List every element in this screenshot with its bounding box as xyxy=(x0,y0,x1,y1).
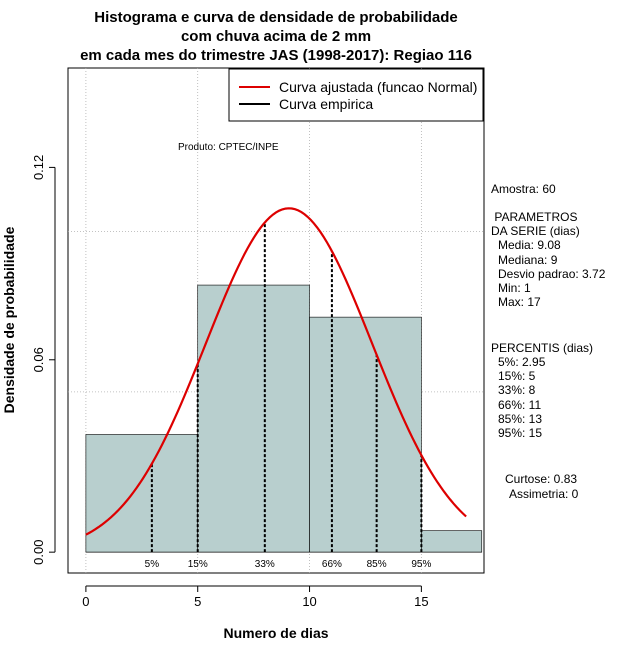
y-axis-label: Densidade de probabilidade xyxy=(1,226,17,413)
chart-title-line-2: com chuva acima de 2 mm xyxy=(181,28,371,45)
histogram-bar-1 xyxy=(197,284,310,553)
x-tick-label-2: 10 xyxy=(302,594,316,609)
percentil-15: 15%: 5 xyxy=(498,369,536,383)
y-tick-label-2: 0.12 xyxy=(31,155,46,180)
y-tick-label-0: 0.00 xyxy=(31,540,46,565)
x-tick-label-3: 15 xyxy=(414,594,428,609)
x-tick-label-0: 0 xyxy=(82,594,89,609)
percentile-label-5: 95% xyxy=(411,559,431,570)
axis-layer: 0 5 10 15 0.00 0.06 0.12 xyxy=(31,155,429,609)
histogram-bar-2 xyxy=(309,316,422,553)
legend-empirical-label: Curva empirica xyxy=(279,96,373,112)
percentil-33: 33%: 8 xyxy=(498,383,536,397)
kurtosis: Curtose: 0.83 xyxy=(505,472,577,486)
sample-size: Amostra: 60 xyxy=(491,182,556,196)
param-median: Mediana: 9 xyxy=(498,253,558,267)
percentile-label-1: 15% xyxy=(188,559,208,570)
percentil-5: 5%: 2.95 xyxy=(498,355,546,369)
param-min: Min: 1 xyxy=(498,281,531,295)
param-mean: Media: 9.08 xyxy=(498,238,561,252)
percentile-label-3: 66% xyxy=(322,559,342,570)
fitted-normal-curve xyxy=(85,207,467,536)
percentil-95: 95%: 15 xyxy=(498,426,542,440)
param-sd: Desvio padrao: 3.72 xyxy=(498,267,606,281)
chart-title-line-1: Histograma e curva de densidade de proba… xyxy=(94,9,457,26)
statistics-panel: Amostra: 60 PARAMETROS DA SERIE (dias) M… xyxy=(491,182,606,501)
skewness: Assimetria: 0 xyxy=(509,487,579,501)
percentile-label-2: 33% xyxy=(255,559,275,570)
bars-layer xyxy=(85,284,483,553)
params-title: PARAMETROS xyxy=(491,210,577,224)
histogram-bar-3 xyxy=(421,530,483,553)
legend-box xyxy=(228,68,484,122)
histogram-bar-0 xyxy=(85,434,199,553)
legend: Curva ajustada (funcao Normal) Curva emp… xyxy=(228,68,484,122)
percentil-85: 85%: 13 xyxy=(498,412,542,426)
params-subtitle: DA SERIE (dias) xyxy=(491,224,580,238)
param-max: Max: 17 xyxy=(498,295,541,309)
legend-curve-label: Curva ajustada (funcao Normal) xyxy=(279,79,477,95)
percentile-label-4: 85% xyxy=(367,559,387,570)
x-axis-label: Numero de dias xyxy=(223,625,328,641)
x-tick-label-1: 5 xyxy=(194,594,201,609)
curve-layer xyxy=(85,207,467,536)
percentile-label-0: 5% xyxy=(145,559,160,570)
y-tick-label-1: 0.06 xyxy=(31,347,46,372)
percentis-title: PERCENTIS (dias) xyxy=(491,341,593,355)
plot-area xyxy=(67,67,485,574)
product-annotation: Produto: CPTEC/INPE xyxy=(178,142,279,153)
percentile-lines-layer: 5% 15% 33% 66% 85% 95% xyxy=(145,222,431,570)
percentil-66: 66%: 11 xyxy=(498,398,541,412)
chart-title-line-3: em cada mes do trimestre JAS (1998-2017)… xyxy=(80,47,472,64)
